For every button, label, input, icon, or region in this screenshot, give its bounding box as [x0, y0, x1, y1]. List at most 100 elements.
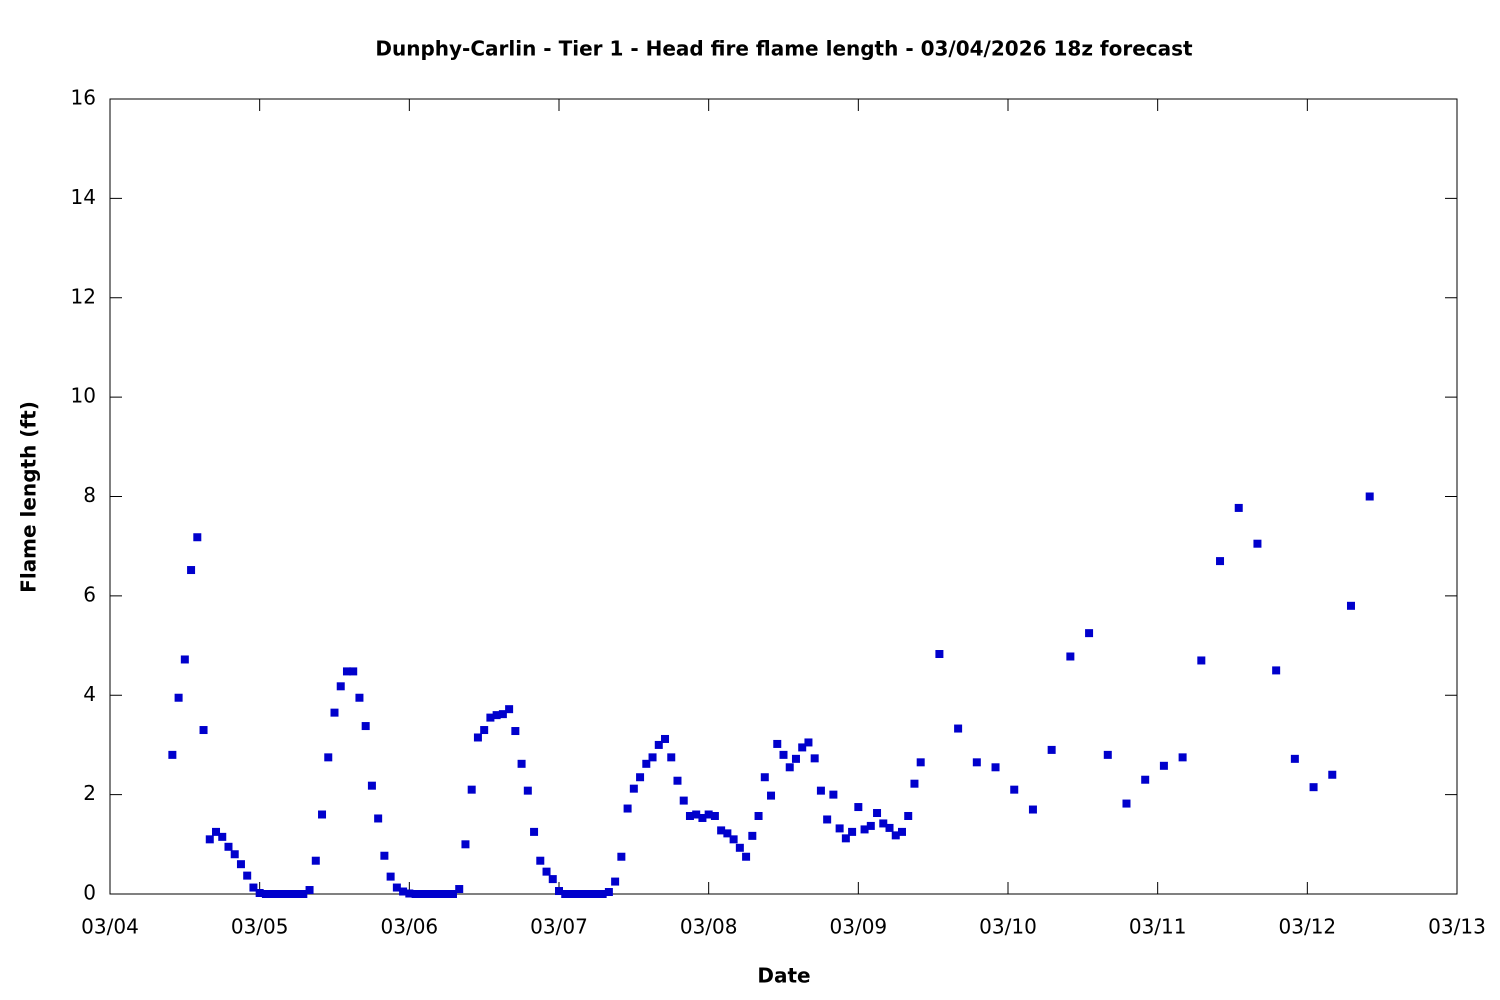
y-tick-label: 4: [83, 682, 96, 706]
data-point: [1216, 557, 1225, 566]
data-point: [1309, 783, 1318, 792]
y-axis-label: Flame length (ft): [17, 401, 41, 593]
data-point: [411, 890, 420, 898]
data-point: [742, 852, 751, 861]
data-point: [318, 810, 327, 819]
data-point: [268, 890, 277, 898]
data-point: [679, 796, 688, 805]
data-point: [530, 827, 539, 836]
data-point: [991, 763, 1000, 772]
data-point: [879, 819, 888, 828]
data-point: [293, 890, 302, 898]
data-point: [374, 814, 383, 823]
data-point: [1085, 629, 1094, 638]
data-point: [891, 831, 900, 840]
data-point: [629, 784, 638, 793]
data-point: [785, 763, 794, 772]
data-point: [1141, 775, 1150, 784]
data-point: [910, 779, 919, 788]
data-point: [760, 773, 769, 782]
data-point: [642, 759, 651, 768]
data-point: [461, 840, 470, 849]
data-point: [1047, 745, 1056, 754]
data-point: [573, 890, 582, 898]
x-tick-label: 03/06: [381, 915, 439, 939]
data-point: [386, 872, 395, 881]
data-point: [548, 875, 557, 884]
data-point: [311, 856, 320, 865]
data-point: [904, 811, 913, 820]
data-point: [255, 889, 264, 898]
data-point: [735, 843, 744, 852]
data-point: [355, 693, 364, 702]
data-point: [305, 886, 314, 895]
y-tick-label: 14: [71, 185, 96, 209]
data-point: [617, 852, 626, 861]
data-point: [430, 890, 439, 898]
data-point: [380, 851, 389, 860]
data-point: [417, 890, 426, 898]
data-point: [586, 890, 595, 898]
data-point: [779, 750, 788, 759]
x-axis-label: Date: [757, 964, 810, 988]
data-point: [205, 835, 214, 844]
data-point: [367, 781, 376, 790]
data-point: [448, 890, 457, 898]
data-point: [810, 754, 819, 763]
data-point: [280, 890, 289, 898]
y-tick-label: 2: [83, 781, 96, 805]
x-tick-label: 03/07: [530, 915, 588, 939]
data-point: [935, 650, 944, 659]
data-point: [654, 740, 663, 749]
data-point: [954, 724, 963, 733]
data-point: [873, 809, 882, 818]
data-point: [972, 758, 981, 767]
data-point: [729, 835, 738, 844]
data-point: [798, 743, 807, 752]
data-point: [261, 890, 270, 898]
y-tick-label: 0: [83, 881, 96, 905]
data-point: [212, 827, 221, 836]
data-point: [723, 829, 732, 838]
data-point: [835, 824, 844, 833]
data-point: [436, 890, 445, 898]
data-point: [1272, 666, 1281, 675]
data-point: [349, 667, 358, 676]
data-point: [804, 738, 813, 747]
data-point: [1197, 656, 1206, 665]
data-point: [841, 834, 850, 843]
data-point: [1010, 785, 1019, 794]
data-point: [286, 890, 295, 898]
x-tick-label: 03/05: [231, 915, 289, 939]
data-point: [685, 811, 694, 820]
x-tick-label: 03/10: [979, 915, 1037, 939]
data-point: [168, 750, 177, 759]
data-point: [1103, 750, 1112, 759]
data-point: [555, 887, 563, 896]
data-point: [505, 705, 514, 714]
data-point: [673, 776, 682, 785]
data-point: [816, 786, 825, 795]
data-point: [704, 810, 713, 819]
data-point: [399, 887, 408, 896]
data-point: [492, 711, 501, 720]
x-tick-label: 03/13: [1428, 915, 1486, 939]
data-point: [336, 682, 345, 691]
data-point: [748, 831, 757, 840]
data-point: [193, 533, 202, 542]
y-tick-label: 16: [71, 86, 96, 110]
data-point: [1328, 770, 1337, 779]
data-point: [611, 877, 620, 886]
data-point: [648, 753, 657, 762]
data-point: [486, 713, 495, 722]
data-point: [361, 722, 370, 731]
data-point: [598, 890, 607, 898]
data-point: [767, 791, 776, 800]
data-point: [180, 655, 189, 664]
data-point: [854, 803, 863, 812]
data-point: [860, 825, 869, 834]
data-point: [511, 727, 520, 736]
data-point: [480, 726, 489, 735]
data-point: [829, 790, 838, 799]
